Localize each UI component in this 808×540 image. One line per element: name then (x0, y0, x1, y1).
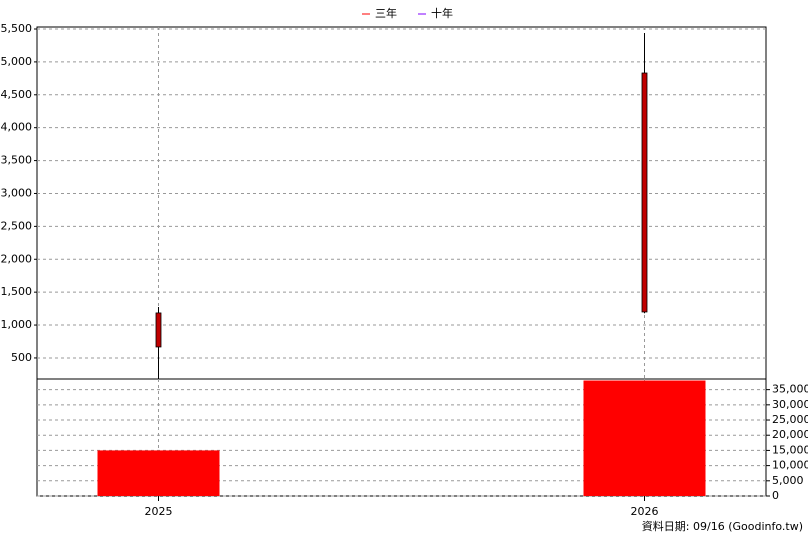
candle-body (641, 72, 648, 313)
y-tick-label: 3,000 (1, 186, 33, 199)
legend-label: 十年 (431, 6, 453, 20)
y-tick-label: 5,500 (1, 22, 33, 35)
y2-tick-label: 35,000 (772, 383, 808, 396)
y-tick-label: 500 (11, 351, 32, 364)
y2-tick-label: 5,000 (772, 474, 804, 487)
y-tick-label: 5,000 (1, 55, 33, 68)
y2-tick-label: 25,000 (772, 413, 808, 426)
volume-bar (97, 450, 220, 496)
candle-body (155, 312, 162, 348)
plot-frame (36, 26, 767, 497)
y-tick-label: 4,500 (1, 88, 33, 101)
y2-tick-label: 30,000 (772, 398, 808, 411)
footer: 資料日期: 09/16 (Goodinfo.tw) (642, 519, 803, 533)
y-tick-label: 2,500 (1, 219, 33, 232)
y2-tick-label: 15,000 (772, 443, 808, 456)
y-tick-label: 3,500 (1, 154, 33, 167)
legend-label: 三年 (375, 6, 397, 20)
y2-tick-label: 20,000 (772, 428, 808, 441)
y-tick-label: 2,000 (1, 252, 33, 265)
x-tick-label: 2025 (145, 505, 173, 518)
y-tick-label: 4,000 (1, 121, 33, 134)
y2-tick-label: 0 (772, 489, 779, 502)
y2-tick-label: 10,000 (772, 459, 808, 472)
volume-bar (583, 380, 706, 496)
x-tick-label: 2026 (631, 505, 659, 518)
y-tick-label: 1,000 (1, 318, 33, 331)
y-tick-label: 1,500 (1, 285, 33, 298)
